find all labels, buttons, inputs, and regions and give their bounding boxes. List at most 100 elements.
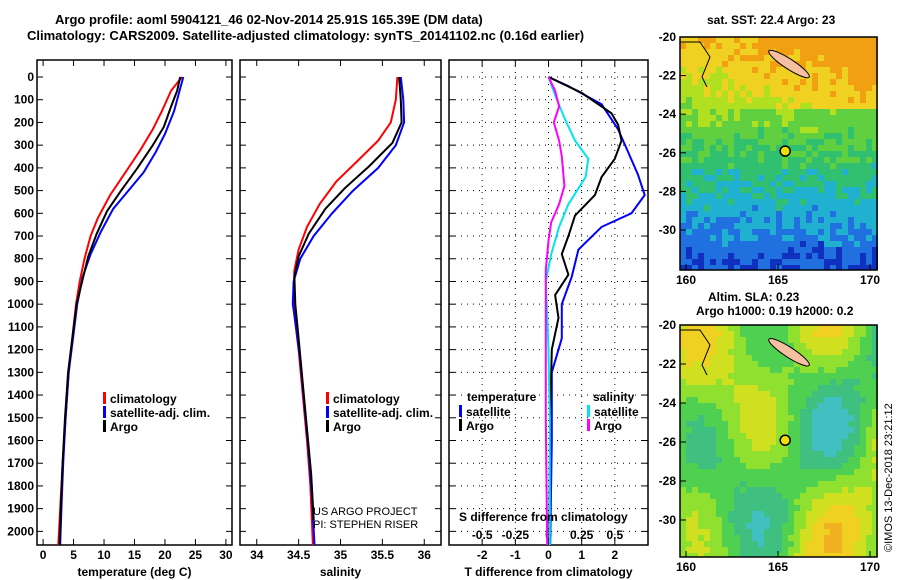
map-cell	[842, 361, 848, 367]
map-cell	[734, 175, 740, 181]
map-cell	[710, 385, 716, 391]
map-cell	[734, 115, 740, 121]
map-cell	[848, 211, 854, 217]
map-cell	[770, 445, 776, 451]
map-cell	[758, 49, 764, 55]
map-cell	[746, 439, 752, 445]
map-cell	[848, 475, 854, 481]
map-cell	[854, 163, 860, 169]
map-cell	[800, 511, 806, 517]
map-cell	[842, 475, 848, 481]
map-cell	[824, 127, 830, 133]
map-cell	[824, 331, 830, 337]
map-cell	[692, 511, 698, 517]
map-cell	[770, 217, 776, 223]
map-cell	[800, 433, 806, 439]
map-cell	[716, 415, 722, 421]
map-cell	[680, 529, 686, 535]
map-cell	[818, 529, 824, 535]
map-cell	[686, 67, 692, 73]
map-cell	[854, 379, 860, 385]
map-cell	[746, 247, 752, 253]
legend-salinity-title: salinity	[593, 390, 635, 404]
map-cell	[872, 145, 878, 151]
map-cell	[740, 229, 746, 235]
map-cell	[752, 433, 758, 439]
map-cell	[734, 169, 740, 175]
map-cell	[836, 337, 842, 343]
map-cell	[722, 553, 728, 557]
map-cell	[860, 451, 866, 457]
lat-tick-label: -24	[659, 396, 677, 410]
map-cell	[800, 343, 806, 349]
map-cell	[806, 505, 812, 511]
map-cell	[872, 379, 878, 385]
map-cell	[746, 229, 752, 235]
map-cell	[686, 139, 692, 145]
map-cell	[740, 487, 746, 493]
map-cell	[758, 469, 764, 475]
map-cell	[788, 193, 794, 199]
map-cell	[830, 523, 836, 529]
map-cell	[776, 265, 782, 270]
map-cell	[824, 97, 830, 103]
map-cell	[740, 373, 746, 379]
map-cell	[824, 187, 830, 193]
map-cell	[854, 181, 860, 187]
map-cell	[692, 223, 698, 229]
map-cell	[716, 505, 722, 511]
map-cell	[866, 415, 872, 421]
map-cell	[758, 427, 764, 433]
map-cell	[704, 55, 710, 61]
map-cell	[728, 67, 734, 73]
map-cell	[758, 355, 764, 361]
map-cell	[722, 115, 728, 121]
map-cell	[812, 169, 818, 175]
map-cell	[806, 49, 812, 55]
map-cell	[788, 385, 794, 391]
map-cell	[812, 529, 818, 535]
map-cell	[824, 145, 830, 151]
map-cell	[698, 133, 704, 139]
map-cell	[764, 265, 770, 270]
map-cell	[842, 397, 848, 403]
map-cell	[686, 367, 692, 373]
map-cell	[812, 163, 818, 169]
map-cell	[728, 43, 734, 49]
map-cell	[812, 67, 818, 73]
map-cell	[836, 97, 842, 103]
map-cell	[824, 265, 830, 270]
map-cell	[848, 49, 854, 55]
map-cell	[788, 217, 794, 223]
map-cell	[812, 325, 818, 331]
map-cell	[860, 535, 866, 541]
map-cell	[722, 163, 728, 169]
map-cell	[788, 157, 794, 163]
map-cell	[776, 187, 782, 193]
map-cell	[734, 553, 740, 557]
map-cell	[830, 439, 836, 445]
map-cell	[854, 343, 860, 349]
map-cell	[824, 391, 830, 397]
map-cell	[728, 139, 734, 145]
map-cell	[728, 541, 734, 547]
map-cell	[710, 97, 716, 103]
map-cell	[752, 145, 758, 151]
map-cell	[746, 37, 752, 43]
map-cell	[806, 235, 812, 241]
map-cell	[740, 85, 746, 91]
map-cell	[782, 241, 788, 247]
map-cell	[704, 97, 710, 103]
map-cell	[728, 493, 734, 499]
map-cell	[686, 463, 692, 469]
map-cell	[746, 427, 752, 433]
map-cell	[764, 511, 770, 517]
map-cell	[734, 427, 740, 433]
map-cell	[734, 439, 740, 445]
map-cell	[866, 199, 872, 205]
map-cell	[800, 337, 806, 343]
map-cell	[806, 241, 812, 247]
map-cell	[842, 211, 848, 217]
map-cell	[782, 211, 788, 217]
map-cell	[752, 499, 758, 505]
